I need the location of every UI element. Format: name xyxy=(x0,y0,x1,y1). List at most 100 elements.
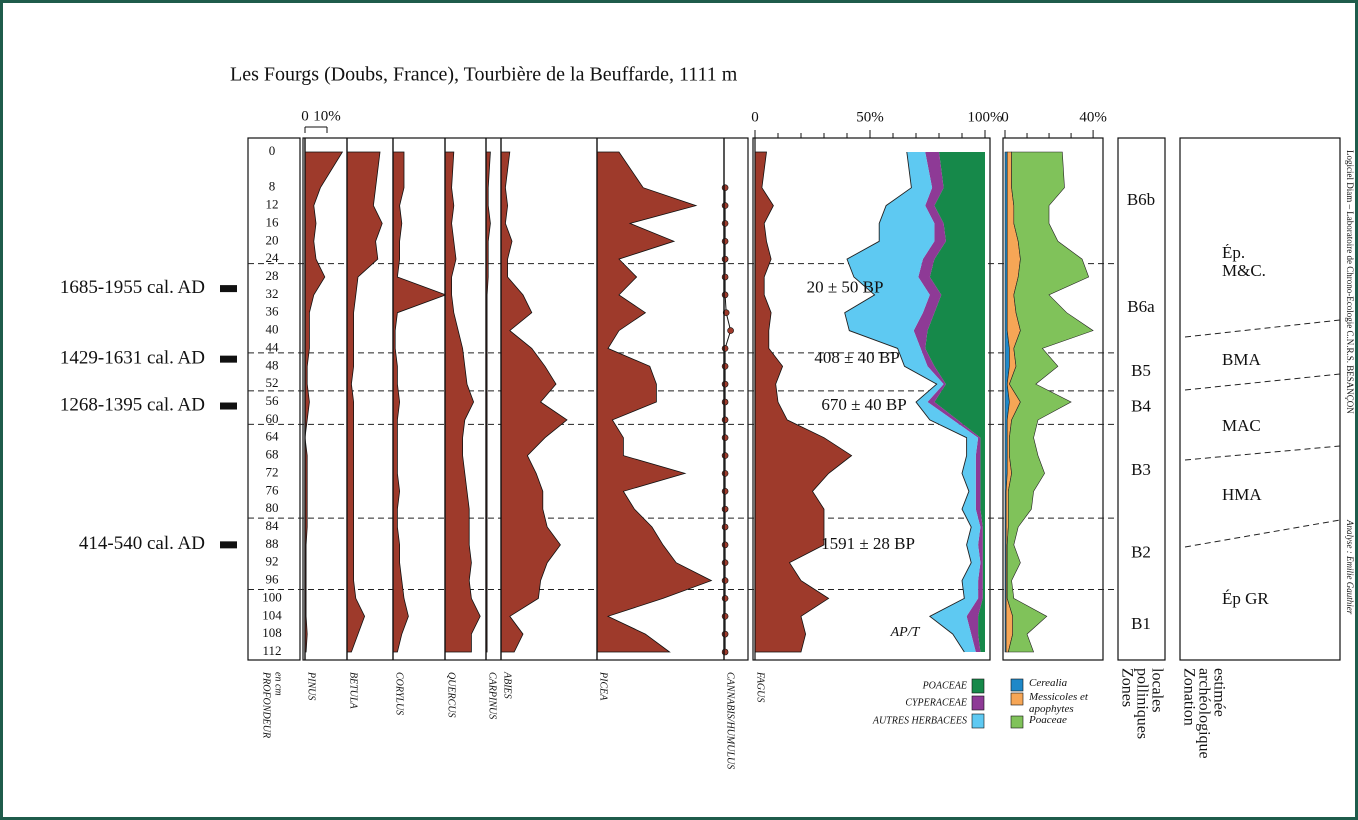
x-tick-label: 40% xyxy=(1079,109,1107,125)
taxon-label: CORYLUS xyxy=(394,672,405,715)
depth-panel xyxy=(247,137,301,661)
zone-label: B5 xyxy=(1131,361,1151,380)
taxon-dot xyxy=(721,577,729,584)
radiocarbon-date: 1591 ± 28 BP xyxy=(821,534,915,553)
depth-label: 48 xyxy=(266,357,279,372)
depth-label: 24 xyxy=(266,250,280,265)
date-marker xyxy=(220,402,237,410)
depth-label: 52 xyxy=(266,375,279,390)
taxon-dot xyxy=(721,541,729,549)
archaeology-label: BMA xyxy=(1222,350,1261,369)
zone-panel xyxy=(1117,137,1166,661)
depth-label: 108 xyxy=(262,625,282,640)
zone-label: B3 xyxy=(1131,460,1151,479)
zone-label: B2 xyxy=(1131,543,1151,562)
taxon-area xyxy=(304,151,344,653)
taxon-dot xyxy=(727,327,734,334)
taxon-dot xyxy=(721,630,729,638)
taxon-dot xyxy=(721,595,729,602)
depth-label: 32 xyxy=(266,286,279,301)
taxon-dot xyxy=(721,648,729,656)
depth-label: 20 xyxy=(266,232,279,247)
depth-label: 76 xyxy=(266,482,280,497)
archaeology-label: Ép. M&C. xyxy=(1222,244,1266,280)
depth-label: 60 xyxy=(266,411,279,426)
taxon-dot xyxy=(721,559,729,567)
taxon-dot xyxy=(721,237,729,245)
depth-label: 100 xyxy=(262,589,282,604)
taxon-label: QUERCUS xyxy=(446,672,457,718)
date-marker xyxy=(220,355,237,363)
herb-band xyxy=(925,152,985,652)
depth-label: 36 xyxy=(266,304,280,319)
credit: Analyse : Emilie Gauthier xyxy=(1345,519,1355,615)
depth-label: 92 xyxy=(266,554,279,569)
depth-label: 80 xyxy=(266,500,279,515)
legend-swatch xyxy=(971,695,985,711)
fagus-label: FAGUS xyxy=(755,671,766,702)
calibrated-date: 1685-1955 cal. AD xyxy=(60,277,205,298)
legend-label: Cerealia xyxy=(1029,678,1068,689)
taxon-dot xyxy=(721,398,729,406)
depth-axis-unit: en cm xyxy=(273,672,284,696)
archaeology-boundary xyxy=(1184,519,1341,548)
archaeology-title: archéologique xyxy=(1195,668,1212,759)
depth-label: 44 xyxy=(266,339,280,354)
depth-label: 72 xyxy=(266,464,279,479)
herb-panel xyxy=(1002,137,1104,661)
depth-label: 40 xyxy=(266,322,279,337)
zone-label: B6a xyxy=(1127,297,1155,316)
taxon-label: ABIES xyxy=(502,671,513,699)
scale-label: 10% xyxy=(313,108,341,124)
radiocarbon-date: 20 ± 50 BP xyxy=(807,278,884,297)
radiocarbon-date: 408 ± 40 BP xyxy=(814,348,899,367)
taxon-dot xyxy=(721,202,729,209)
legend-swatch xyxy=(971,713,985,729)
ap-panel xyxy=(752,137,991,661)
archaeology-boundary xyxy=(1184,373,1341,391)
legend-label: CYPERACEAE xyxy=(905,697,967,708)
zone-label: B4 xyxy=(1131,396,1151,415)
calibrated-date: 1429-1631 cal. AD xyxy=(60,348,205,369)
legend-swatch xyxy=(971,678,985,694)
zone-label: B1 xyxy=(1131,614,1151,633)
date-marker xyxy=(220,285,237,293)
date-marker xyxy=(220,541,237,549)
archaeology-panel xyxy=(1179,137,1341,661)
chart-title: Les Fourgs (Doubs, France), Tourbière de… xyxy=(230,64,738,86)
depth-label: 16 xyxy=(266,214,280,229)
depth-label: 112 xyxy=(262,643,281,658)
taxon-dot xyxy=(721,452,729,459)
depth-label: 12 xyxy=(266,197,279,212)
herb-band xyxy=(844,152,981,652)
taxon-dot xyxy=(721,434,729,442)
archaeology-title: estimée xyxy=(1210,668,1227,717)
depth-label: 0 xyxy=(269,143,276,158)
taxon-label: CANNABIS/HUMULUS xyxy=(725,672,736,769)
taxon-dot xyxy=(721,505,729,513)
taxon-area xyxy=(485,151,491,653)
depth-label: 88 xyxy=(266,536,279,551)
depth-label: 56 xyxy=(266,393,280,408)
taxon-dot xyxy=(721,470,729,477)
archaeology-title: Zonation xyxy=(1180,668,1197,726)
archaeology-label-box: Ép. M&C. xyxy=(1222,244,1266,280)
credit: Logiciel Diam – Laboratoire de Chrono-Ec… xyxy=(1345,150,1355,414)
taxon-dot xyxy=(721,255,729,263)
legend-label: AUTRES HERBACEES xyxy=(872,715,967,726)
ap-label: AP/T xyxy=(890,625,921,640)
legend-swatch xyxy=(1010,678,1024,692)
taxon-area xyxy=(444,151,481,653)
archaeology-label: HMA xyxy=(1222,485,1262,504)
taxon-label: PINUS xyxy=(306,671,317,700)
archaeology-boundary xyxy=(1184,319,1341,338)
archaeology-boundary xyxy=(1184,445,1341,461)
taxon-dot xyxy=(721,184,729,192)
radiocarbon-date: 670 ± 40 BP xyxy=(821,395,906,414)
legend-swatch xyxy=(1010,715,1024,729)
legend-label-box: Messicoles et apophytes xyxy=(1029,692,1088,714)
taxon-dot xyxy=(721,612,729,620)
x-tick-label: 0 xyxy=(751,109,759,125)
taxon-dot xyxy=(721,380,729,388)
